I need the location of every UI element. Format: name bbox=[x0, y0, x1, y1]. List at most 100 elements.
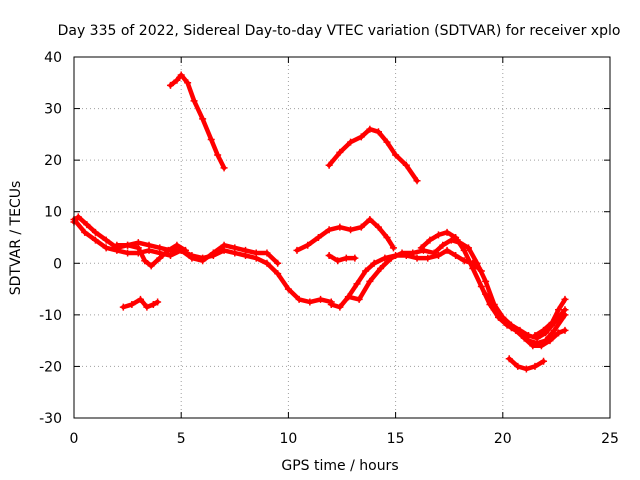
data-point bbox=[357, 223, 365, 231]
data-point bbox=[314, 234, 322, 241]
data-point bbox=[477, 282, 485, 290]
data-point bbox=[540, 326, 548, 334]
plot-frame bbox=[73, 56, 611, 419]
data-point bbox=[417, 244, 425, 252]
data-point bbox=[113, 241, 121, 249]
data-point bbox=[430, 249, 438, 257]
data-point bbox=[377, 264, 385, 272]
data-point bbox=[274, 259, 282, 267]
data-point bbox=[434, 252, 442, 260]
data-point bbox=[469, 264, 477, 272]
data-point bbox=[209, 249, 217, 257]
data-point bbox=[336, 223, 344, 231]
data-point bbox=[325, 252, 333, 260]
data-point bbox=[327, 301, 335, 309]
data-point bbox=[220, 241, 228, 249]
data-series bbox=[70, 71, 569, 373]
data-point bbox=[81, 228, 89, 236]
data-point bbox=[366, 215, 374, 223]
axis-ticks: 0 5 10 15 20 25 -30 -20 -10 0 10 20 30 40 bbox=[39, 50, 619, 447]
data-point bbox=[166, 252, 174, 260]
data-point bbox=[184, 79, 192, 87]
data-point bbox=[293, 246, 301, 254]
data-point bbox=[83, 221, 91, 229]
data-point bbox=[274, 270, 282, 278]
y-tick-label: -10 bbox=[39, 308, 62, 324]
data-point bbox=[505, 355, 513, 363]
grid bbox=[74, 57, 610, 418]
data-point bbox=[525, 337, 533, 345]
data-point bbox=[177, 71, 185, 79]
data-point bbox=[370, 259, 378, 267]
series-arc-4 bbox=[119, 295, 162, 311]
data-point bbox=[102, 244, 110, 252]
data-point bbox=[383, 138, 391, 146]
series-arc-7 bbox=[325, 125, 421, 185]
data-point bbox=[347, 138, 355, 146]
data-point bbox=[128, 301, 136, 309]
series-arc-8 bbox=[325, 252, 359, 265]
data-point bbox=[514, 362, 522, 370]
series-arc-14 bbox=[531, 295, 569, 339]
series-line bbox=[71, 214, 334, 305]
data-point bbox=[141, 257, 149, 265]
series-line bbox=[483, 291, 568, 346]
data-point bbox=[252, 249, 260, 257]
data-point bbox=[443, 228, 451, 236]
data-point bbox=[473, 259, 481, 267]
data-point bbox=[460, 246, 468, 254]
data-point bbox=[460, 257, 468, 265]
data-point bbox=[263, 249, 271, 257]
data-point bbox=[434, 231, 442, 239]
y-axis-label: SDTVAR / TECUs bbox=[8, 181, 24, 296]
data-point bbox=[381, 254, 389, 262]
data-point bbox=[102, 236, 110, 244]
data-point bbox=[325, 161, 333, 169]
data-point bbox=[531, 362, 539, 370]
x-tick-label: 25 bbox=[601, 431, 619, 447]
data-point bbox=[452, 252, 460, 260]
data-point bbox=[561, 311, 569, 319]
data-point bbox=[336, 148, 344, 156]
data-point bbox=[383, 234, 391, 241]
series-line bbox=[326, 126, 420, 184]
x-tick-label: 20 bbox=[494, 431, 512, 447]
data-point bbox=[145, 246, 153, 254]
data-point bbox=[507, 324, 515, 332]
data-point bbox=[561, 326, 569, 334]
data-point bbox=[351, 254, 359, 262]
x-tick-label: 5 bbox=[177, 431, 186, 447]
data-point bbox=[355, 295, 363, 303]
data-point bbox=[392, 151, 400, 159]
data-point bbox=[366, 277, 374, 285]
data-point bbox=[124, 241, 132, 249]
series-arc-6 bbox=[293, 215, 397, 254]
data-point bbox=[374, 223, 382, 231]
data-point bbox=[199, 257, 207, 265]
data-point bbox=[548, 319, 556, 327]
data-point bbox=[91, 236, 99, 244]
data-point bbox=[516, 329, 524, 337]
data-point bbox=[317, 295, 325, 303]
data-point bbox=[482, 277, 490, 285]
x-tick-label: 10 bbox=[279, 431, 297, 447]
x-tick-label: 0 bbox=[70, 431, 79, 447]
y-tick-label: 20 bbox=[44, 153, 62, 169]
data-point bbox=[555, 329, 563, 337]
data-point bbox=[344, 293, 352, 301]
data-point bbox=[136, 295, 144, 303]
data-point bbox=[334, 257, 342, 265]
data-point bbox=[413, 254, 421, 262]
data-point bbox=[220, 164, 228, 172]
data-point bbox=[173, 241, 181, 249]
data-point bbox=[304, 241, 312, 249]
data-point bbox=[357, 133, 365, 141]
data-point bbox=[347, 226, 355, 234]
data-point bbox=[156, 254, 164, 262]
data-point bbox=[482, 290, 490, 298]
data-point bbox=[342, 254, 350, 262]
data-point bbox=[306, 298, 314, 306]
data-point bbox=[147, 262, 155, 270]
data-point bbox=[362, 267, 370, 275]
series-arc-12 bbox=[482, 290, 569, 347]
